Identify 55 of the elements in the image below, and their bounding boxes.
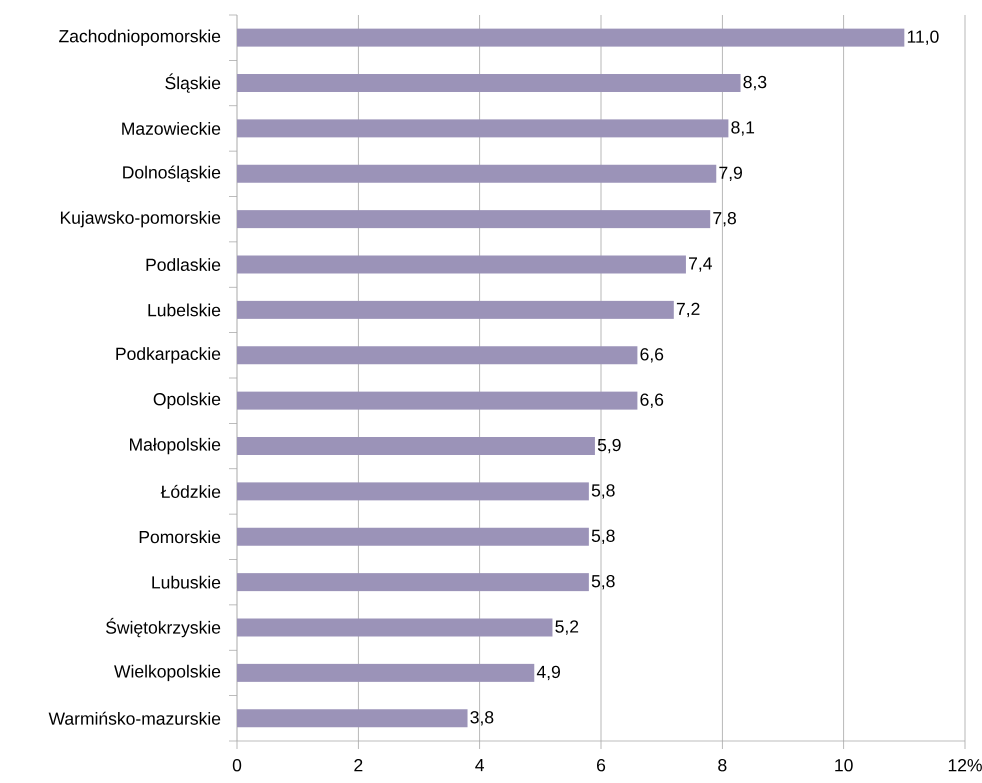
bar xyxy=(237,346,638,364)
bar xyxy=(237,709,468,728)
x-tick-label: 6 xyxy=(597,759,606,772)
x-tick-label: 2 xyxy=(354,759,362,772)
bar xyxy=(237,573,589,592)
bar xyxy=(237,482,589,500)
data-label: 8,1 xyxy=(731,121,754,136)
y-tick-label: Śląskie xyxy=(165,73,220,93)
y-tick-label: Łódzkie xyxy=(160,484,220,498)
bar xyxy=(237,528,589,546)
data-label: 5,9 xyxy=(598,438,621,454)
y-tick-label: Lubuskie xyxy=(152,576,220,589)
data-label: 6,6 xyxy=(640,348,664,363)
bar xyxy=(237,256,686,274)
data-label: 3,8 xyxy=(470,711,494,726)
y-tick-label: Podlaskie xyxy=(146,258,220,271)
bar xyxy=(237,164,716,183)
data-label: 8,3 xyxy=(743,76,766,90)
y-tick-label: Małopolskie xyxy=(130,438,220,454)
x-tick-label: 12% xyxy=(948,759,982,772)
data-label: 6,6 xyxy=(640,393,664,408)
data-label: 5,8 xyxy=(592,574,615,590)
x-tick-label: 0 xyxy=(232,759,242,772)
y-tick-label: Kujawsko-pomorskie xyxy=(60,211,220,228)
y-tick-label: Podkarpackie xyxy=(116,347,220,364)
bar xyxy=(237,392,638,410)
data-label: 5,8 xyxy=(592,484,615,499)
data-label: 7,2 xyxy=(676,302,700,318)
data-label: 7,9 xyxy=(719,166,742,182)
data-label: 11,0 xyxy=(908,30,939,45)
y-tick-label: Mazowieckie xyxy=(122,122,220,135)
x-tick-label: 8 xyxy=(718,759,726,772)
data-label: 4,9 xyxy=(536,666,560,680)
y-tick-label: Pomorskie xyxy=(140,530,220,544)
y-tick-label: Warmińsko-mazurskie xyxy=(48,712,220,725)
bar xyxy=(237,664,534,682)
y-tick-label: Wielkopolskie xyxy=(114,664,220,682)
bar xyxy=(237,119,728,138)
bar xyxy=(237,618,552,637)
y-tick-label: Dolnośląskie xyxy=(123,166,220,182)
data-label: 5,2 xyxy=(555,620,578,635)
bar xyxy=(237,74,741,92)
data-label: 7,4 xyxy=(689,257,712,272)
data-label: 5,8 xyxy=(592,530,615,544)
bar xyxy=(237,300,674,319)
data-label: 7,8 xyxy=(713,212,736,226)
y-tick-label: Zachodniopomorskie xyxy=(59,30,220,46)
bar xyxy=(237,210,710,228)
bar xyxy=(237,437,595,456)
y-tick-label: Opolskie xyxy=(154,392,220,409)
y-tick-label: Lubelskie xyxy=(148,304,220,316)
bar xyxy=(237,28,904,47)
x-tick-label: 10 xyxy=(835,759,853,772)
x-tick-label: 4 xyxy=(475,759,484,772)
y-tick-label: Świętokrzyskie xyxy=(106,618,220,638)
